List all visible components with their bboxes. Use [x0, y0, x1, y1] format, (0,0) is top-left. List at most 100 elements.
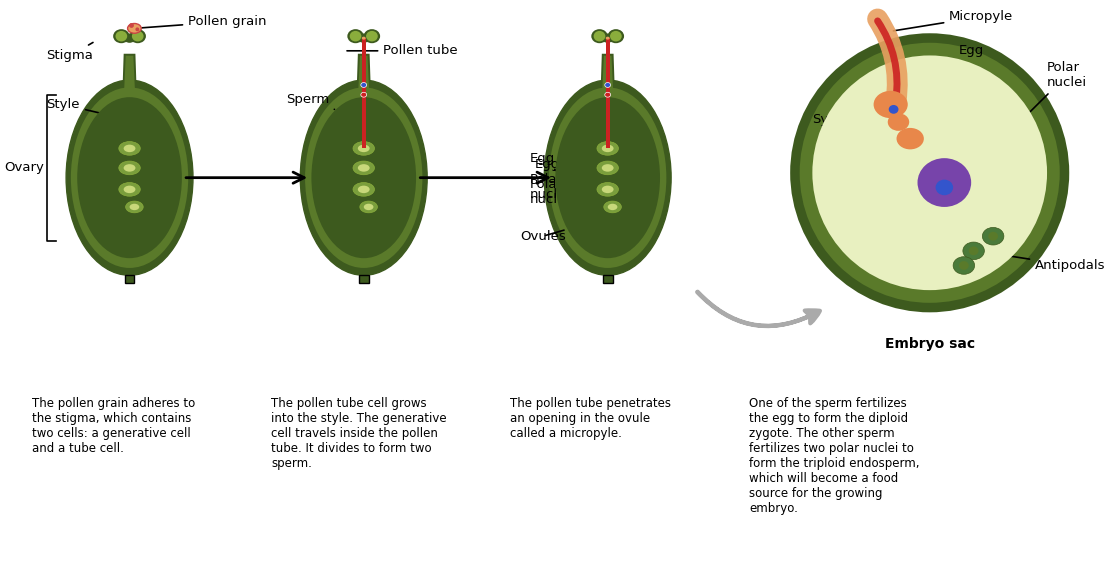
- Ellipse shape: [357, 186, 370, 193]
- Ellipse shape: [596, 183, 619, 196]
- Text: Polar
nuclei: Polar nuclei: [529, 174, 576, 202]
- Ellipse shape: [917, 158, 971, 207]
- Ellipse shape: [936, 180, 953, 195]
- Ellipse shape: [610, 31, 622, 42]
- FancyBboxPatch shape: [359, 275, 369, 283]
- Ellipse shape: [115, 31, 127, 42]
- Ellipse shape: [800, 43, 1060, 303]
- Polygon shape: [355, 54, 372, 124]
- Text: Embryo sac: Embryo sac: [885, 336, 975, 351]
- Text: Sperm
nuclei: Sperm nuclei: [822, 116, 892, 216]
- Ellipse shape: [963, 242, 984, 260]
- Ellipse shape: [362, 37, 365, 39]
- Text: Polar
nuclei: Polar nuclei: [529, 178, 570, 206]
- Ellipse shape: [125, 201, 143, 213]
- Ellipse shape: [130, 204, 140, 210]
- Polygon shape: [123, 56, 136, 122]
- Ellipse shape: [605, 37, 610, 39]
- Ellipse shape: [312, 97, 416, 258]
- Text: Egg: Egg: [535, 159, 560, 171]
- Ellipse shape: [968, 247, 978, 255]
- Text: Egg: Egg: [911, 45, 984, 127]
- Ellipse shape: [602, 144, 613, 152]
- Text: Stigma: Stigma: [47, 42, 94, 62]
- Ellipse shape: [70, 87, 188, 268]
- Ellipse shape: [544, 80, 671, 275]
- Ellipse shape: [361, 83, 366, 87]
- Ellipse shape: [124, 34, 135, 43]
- Ellipse shape: [550, 87, 667, 268]
- Ellipse shape: [593, 31, 605, 42]
- Ellipse shape: [118, 183, 141, 196]
- Ellipse shape: [360, 201, 378, 213]
- Text: The pollen tube penetrates
an opening in the ovule
called a micropyle.: The pollen tube penetrates an opening in…: [510, 397, 671, 440]
- Ellipse shape: [608, 204, 618, 210]
- Ellipse shape: [350, 31, 362, 42]
- Ellipse shape: [135, 27, 140, 31]
- Ellipse shape: [357, 144, 370, 152]
- FancyArrowPatch shape: [697, 292, 820, 326]
- Ellipse shape: [555, 97, 660, 258]
- Ellipse shape: [364, 204, 373, 210]
- Ellipse shape: [897, 128, 924, 150]
- Text: Style: Style: [47, 98, 103, 114]
- Text: The pollen tube cell grows
into the style. The generative
cell travels inside th: The pollen tube cell grows into the styl…: [271, 397, 447, 471]
- Ellipse shape: [127, 23, 141, 33]
- Ellipse shape: [873, 91, 908, 118]
- Text: Polar
nuclei: Polar nuclei: [975, 61, 1087, 166]
- Text: Synergids: Synergids: [812, 105, 892, 126]
- Ellipse shape: [124, 164, 135, 172]
- Ellipse shape: [604, 83, 611, 87]
- Ellipse shape: [361, 93, 366, 97]
- Ellipse shape: [132, 31, 144, 42]
- Ellipse shape: [596, 161, 619, 175]
- Polygon shape: [122, 54, 137, 124]
- Ellipse shape: [77, 97, 182, 258]
- FancyBboxPatch shape: [603, 275, 612, 283]
- Ellipse shape: [347, 29, 364, 43]
- Ellipse shape: [353, 142, 374, 155]
- Ellipse shape: [124, 186, 135, 193]
- Ellipse shape: [357, 34, 370, 43]
- Polygon shape: [600, 54, 615, 124]
- FancyArrowPatch shape: [878, 19, 897, 102]
- Ellipse shape: [889, 105, 898, 114]
- Ellipse shape: [130, 29, 146, 43]
- Text: Pollen grain: Pollen grain: [137, 15, 267, 28]
- Ellipse shape: [790, 33, 1069, 312]
- Ellipse shape: [118, 142, 141, 155]
- Ellipse shape: [812, 55, 1047, 290]
- Bar: [362, 38, 365, 148]
- Text: Sperm: Sperm: [286, 93, 334, 110]
- Polygon shape: [601, 56, 614, 122]
- Ellipse shape: [591, 29, 608, 43]
- Ellipse shape: [300, 80, 427, 275]
- Ellipse shape: [608, 29, 624, 43]
- Text: Ovules: Ovules: [519, 230, 565, 243]
- Ellipse shape: [364, 29, 380, 43]
- FancyBboxPatch shape: [125, 275, 134, 283]
- Ellipse shape: [604, 201, 621, 213]
- Text: Antipodals: Antipodals: [980, 251, 1106, 272]
- Ellipse shape: [888, 113, 909, 131]
- Ellipse shape: [982, 227, 1004, 245]
- Ellipse shape: [113, 29, 130, 43]
- Text: One of the sperm fertilizes
the egg to form the diploid
zygote. The other sperm
: One of the sperm fertilizes the egg to f…: [750, 397, 919, 515]
- Ellipse shape: [130, 23, 134, 28]
- Ellipse shape: [953, 257, 975, 274]
- Ellipse shape: [353, 161, 374, 175]
- Bar: [605, 38, 610, 148]
- Text: The pollen grain adheres to
the stigma, which contains
two cells: a generative c: The pollen grain adheres to the stigma, …: [32, 397, 195, 455]
- Ellipse shape: [604, 93, 611, 97]
- Ellipse shape: [353, 183, 374, 196]
- Ellipse shape: [989, 232, 997, 240]
- Polygon shape: [357, 56, 371, 122]
- Ellipse shape: [602, 34, 613, 43]
- Ellipse shape: [960, 261, 968, 270]
- FancyArrowPatch shape: [878, 21, 897, 100]
- Ellipse shape: [366, 31, 378, 42]
- Ellipse shape: [602, 164, 613, 172]
- Ellipse shape: [602, 186, 613, 193]
- Text: Pollen tube: Pollen tube: [347, 45, 458, 57]
- Ellipse shape: [357, 164, 370, 172]
